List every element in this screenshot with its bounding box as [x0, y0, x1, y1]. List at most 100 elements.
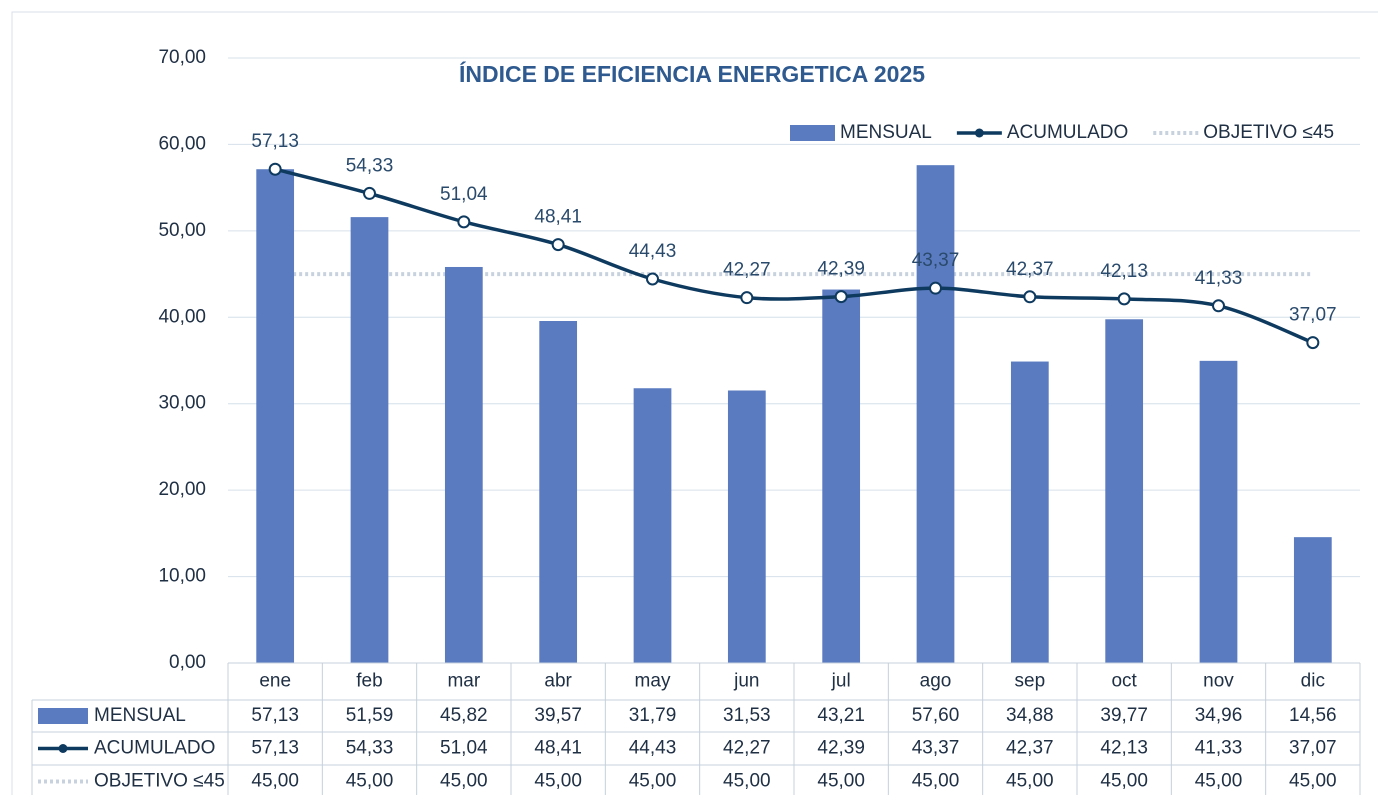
- bar: [727, 390, 766, 663]
- table-cell: 45,00: [1195, 771, 1243, 792]
- table-cell: 45,82: [440, 705, 488, 726]
- table-cell: 45,00: [1289, 771, 1337, 792]
- table-row-label: ACUMULADO: [94, 738, 215, 759]
- table-cell: 45,00: [817, 771, 865, 792]
- legend-label: MENSUAL: [840, 122, 932, 143]
- bar: [633, 388, 672, 663]
- legend-label: OBJETIVO ≤45: [1203, 122, 1334, 143]
- bar: [1105, 319, 1144, 663]
- y-tick-label: 60,00: [158, 133, 206, 154]
- table-cell: 54,33: [346, 738, 394, 759]
- legend-swatch: [790, 125, 835, 141]
- line-marker: [1212, 299, 1225, 313]
- legend-marker: [58, 744, 68, 753]
- table-cell: 34,96: [1195, 705, 1243, 726]
- table-cell: 45,00: [251, 771, 299, 792]
- y-tick-label: 30,00: [158, 393, 206, 414]
- data-label: 42,13: [1100, 261, 1148, 282]
- table-cell: 45,00: [346, 771, 394, 792]
- y-tick-label: 50,00: [158, 220, 206, 241]
- x-tick-label: abr: [544, 671, 572, 692]
- table-cell: 51,04: [440, 738, 488, 759]
- y-tick-label: 40,00: [158, 306, 206, 327]
- table-cell: 34,88: [1006, 705, 1054, 726]
- x-tick-label: feb: [356, 671, 382, 692]
- x-tick-label: ene: [259, 671, 291, 692]
- legend-label: ACUMULADO: [1007, 122, 1128, 143]
- data-label: 54,33: [346, 155, 394, 176]
- table-cell: 42,27: [723, 738, 771, 759]
- y-tick-label: 0,00: [169, 652, 206, 673]
- line-marker: [1117, 292, 1131, 306]
- bar: [444, 266, 483, 663]
- data-label: 43,37: [912, 250, 960, 271]
- data-label: 37,07: [1289, 305, 1337, 326]
- line-marker: [1023, 290, 1037, 304]
- table-row-label: OBJETIVO ≤45: [94, 771, 225, 792]
- y-tick-label: 70,00: [158, 47, 206, 68]
- bar: [539, 321, 578, 663]
- table-row-label: MENSUAL: [94, 705, 186, 726]
- bar: [822, 289, 861, 663]
- table-cell: 45,00: [440, 771, 488, 792]
- x-tick-label: nov: [1203, 671, 1234, 692]
- table-cell: 43,21: [817, 705, 865, 726]
- table-cell: 45,00: [723, 771, 771, 792]
- data-label: 42,39: [817, 259, 865, 280]
- line-marker: [929, 281, 942, 295]
- x-tick-label: ago: [920, 671, 952, 692]
- x-tick-label: dic: [1301, 671, 1325, 692]
- table-cell: 39,57: [534, 705, 582, 726]
- table-cell: 43,37: [912, 738, 960, 759]
- table-cell: 57,13: [251, 705, 299, 726]
- line-marker: [268, 162, 282, 176]
- table-cell: 45,00: [534, 771, 582, 792]
- x-tick-label: may: [635, 671, 671, 692]
- data-label: 51,04: [440, 184, 488, 205]
- table-cell: 41,33: [1195, 738, 1243, 759]
- table-cell: 45,00: [629, 771, 677, 792]
- table-cell: 45,00: [912, 771, 960, 792]
- x-tick-label: jul: [831, 671, 851, 692]
- table-cell: 31,79: [629, 705, 677, 726]
- x-tick-label: mar: [447, 671, 480, 692]
- table-cell: 39,77: [1100, 705, 1148, 726]
- data-label: 44,43: [629, 241, 677, 262]
- table-cell: 57,13: [251, 738, 299, 759]
- table-cell: 51,59: [346, 705, 394, 726]
- x-tick-label: oct: [1111, 671, 1137, 692]
- table-cell: 14,56: [1289, 705, 1337, 726]
- line: [274, 167, 1314, 345]
- table-cell: 45,00: [1100, 771, 1148, 792]
- x-tick-label: jun: [733, 671, 759, 692]
- y-tick-label: 10,00: [158, 566, 206, 587]
- legend-marker: [974, 128, 984, 138]
- data-label: 41,33: [1195, 268, 1243, 289]
- data-label: 48,41: [534, 207, 582, 228]
- bar: [256, 169, 295, 663]
- line-marker: [363, 186, 376, 200]
- y-tick-label: 20,00: [158, 479, 206, 500]
- bar: [1010, 361, 1049, 663]
- table-cell: 45,00: [1006, 771, 1054, 792]
- table-cell: 42,39: [817, 738, 865, 759]
- line-marker: [740, 291, 754, 305]
- line-marker: [834, 290, 848, 304]
- x-tick-label: sep: [1015, 671, 1046, 692]
- data-label: 57,13: [251, 131, 299, 152]
- bar: [916, 165, 955, 663]
- table-cell: 37,07: [1289, 738, 1337, 759]
- table-cell: 42,13: [1100, 738, 1148, 759]
- line-marker: [457, 215, 471, 229]
- table-cell: 44,43: [629, 738, 677, 759]
- table-cell: 31,53: [723, 705, 771, 726]
- table-cell: 48,41: [534, 738, 582, 759]
- line-marker: [1306, 336, 1320, 350]
- bar: [350, 217, 389, 664]
- line-marker: [646, 272, 659, 286]
- legend-swatch: [38, 708, 88, 724]
- table-cell: 42,37: [1006, 738, 1054, 759]
- table-cell: 57,60: [912, 705, 960, 726]
- data-label: 42,37: [1006, 259, 1054, 280]
